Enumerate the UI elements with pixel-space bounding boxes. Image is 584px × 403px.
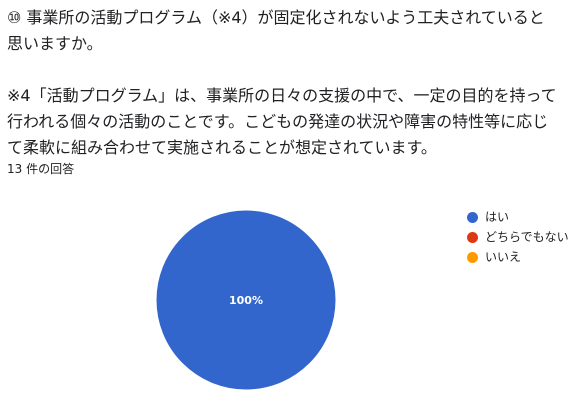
chart-legend: はいどちらでもない いいえ xyxy=(467,207,569,267)
legend-label: いいえ xyxy=(485,250,522,264)
question-note-line-2: 行われる個々の活動のことです。こどもの発達の状況や障害の特性等に応じ xyxy=(7,112,549,131)
legend-label: はい xyxy=(485,210,510,224)
question-line-2: 思いますか。 xyxy=(7,34,103,53)
question-note-line-1: ※4「活動プログラム」は、事業所の日々の支援の中で、一定の目的を持って xyxy=(7,86,557,105)
legend-swatch-icon xyxy=(467,251,478,263)
legend-item-2: どちらでもない xyxy=(467,227,569,247)
legend-item-3: いいえ xyxy=(467,247,569,267)
question-note-line-3: て柔軟に組み合わせて実施されることが想定されています。 xyxy=(7,138,437,157)
question-line-1: ⑩ 事業所の活動プログラム（※4）が固定化されないよう工夫されていると xyxy=(7,8,545,27)
pie-slice-1 xyxy=(155,209,337,391)
question-text: ⑩ 事業所の活動プログラム（※4）が固定化されないよう工夫されていると 思います… xyxy=(7,5,577,161)
legend-item-1: はい xyxy=(467,207,569,227)
legend-label: どちらでもない xyxy=(485,230,569,244)
response-count: 13 件の回答 xyxy=(7,162,75,176)
pie-slice-label: 100% xyxy=(229,294,263,307)
legend-swatch-icon xyxy=(467,211,478,223)
legend-swatch-icon xyxy=(467,231,478,243)
